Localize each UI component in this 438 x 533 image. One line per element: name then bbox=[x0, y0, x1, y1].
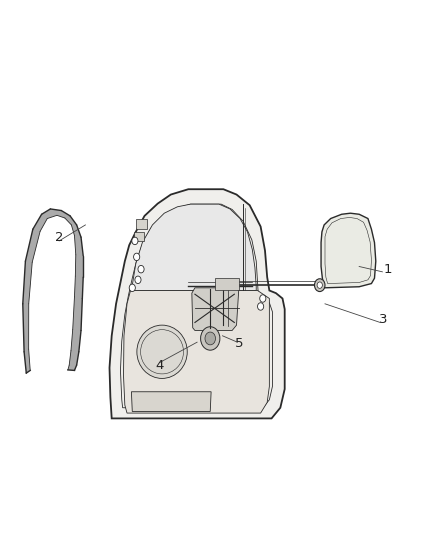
Text: 4: 4 bbox=[155, 359, 164, 372]
Circle shape bbox=[314, 279, 325, 292]
Circle shape bbox=[138, 265, 144, 273]
Text: 3: 3 bbox=[379, 313, 388, 326]
Circle shape bbox=[258, 303, 264, 310]
Circle shape bbox=[132, 237, 138, 245]
Bar bbox=[215, 278, 239, 290]
Polygon shape bbox=[134, 232, 144, 241]
Text: 2: 2 bbox=[55, 231, 64, 244]
Circle shape bbox=[205, 332, 215, 345]
Polygon shape bbox=[131, 204, 256, 290]
Circle shape bbox=[135, 276, 141, 284]
Circle shape bbox=[260, 295, 266, 302]
Polygon shape bbox=[192, 288, 239, 330]
Polygon shape bbox=[124, 290, 269, 413]
Circle shape bbox=[129, 284, 135, 292]
Circle shape bbox=[134, 253, 140, 261]
PathPatch shape bbox=[23, 209, 83, 373]
Polygon shape bbox=[110, 189, 285, 418]
Polygon shape bbox=[131, 392, 211, 411]
Ellipse shape bbox=[137, 325, 187, 378]
Text: 1: 1 bbox=[383, 263, 392, 276]
Text: 5: 5 bbox=[234, 337, 243, 350]
Polygon shape bbox=[321, 213, 376, 288]
Circle shape bbox=[317, 282, 322, 288]
Polygon shape bbox=[136, 219, 147, 229]
Circle shape bbox=[201, 327, 220, 350]
